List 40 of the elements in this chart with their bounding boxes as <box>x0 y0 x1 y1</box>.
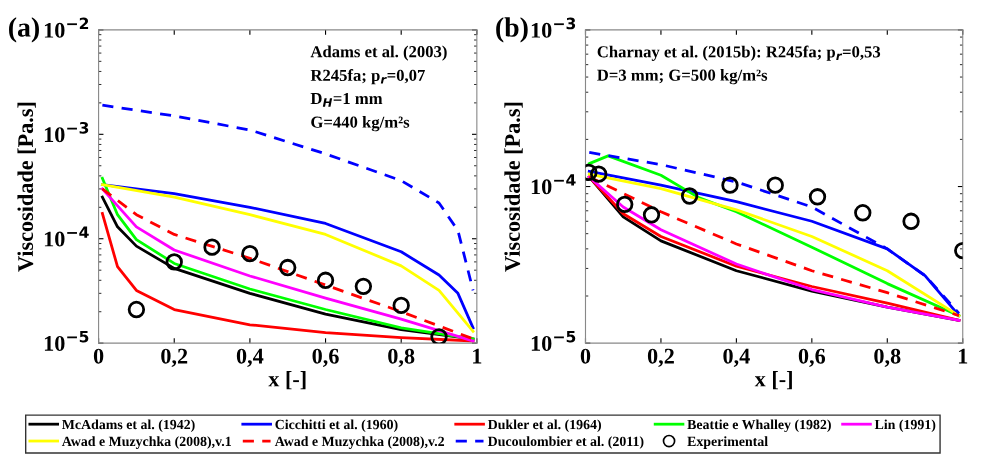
x-tick-label: 0,6 <box>312 348 339 367</box>
legend-label: Cicchitti et al. (1960) <box>275 419 398 432</box>
x-tick-label: 0,2 <box>647 348 674 367</box>
y-tick-label: 10$^{−4}$ <box>44 226 89 247</box>
x-tick-label: 0,2 <box>161 348 188 367</box>
chart-title: (b) <box>496 17 528 43</box>
legend-label: Beattie e Whalley (1982) <box>687 419 831 433</box>
x-tick-label: 1 <box>473 348 482 364</box>
annotation: D=3 mm; G=500 kg/m²s <box>597 69 768 85</box>
x-axis-title: x [-] <box>268 370 306 390</box>
y-tick-label: 10$^{−4}$ <box>531 174 576 195</box>
x-tick-label: 1 <box>958 348 968 364</box>
x-tick-label: 0 <box>93 348 104 364</box>
x-tick-label: 0,8 <box>388 348 415 367</box>
annotation: D$_{H}$=1 mm <box>310 92 383 107</box>
y-axis-title: Viscosidade [Pa.s] <box>504 102 523 272</box>
y-axis-title: Viscosidade [Pa.s] <box>17 102 36 272</box>
x-tick-label: 0,6 <box>798 348 826 367</box>
x-tick-label: 0,4 <box>723 348 750 367</box>
legend-label: Awad e Muzychka (2008),v.2 <box>274 436 445 449</box>
y-tick-label: 10$^{−2}$ <box>44 17 89 38</box>
legend-label: Dukler et al. (1964) <box>487 419 601 432</box>
annotation: R245fa; p$_{r}$=0,07 <box>310 69 425 85</box>
x-axis-title: x [-] <box>754 370 792 390</box>
legend-label: Ducoulombier et al. (2011) <box>487 436 644 449</box>
x-tick-label: 0,4 <box>236 348 264 367</box>
legend-label: Experimental <box>687 436 768 449</box>
legend-label: Lin (1991) <box>874 419 936 432</box>
legend-label: Awad e Muzychka (2008),v.1 <box>61 436 231 449</box>
annotation: Adams et al. (2003) <box>310 45 447 61</box>
annotation: G=440 kg/m²s <box>311 116 410 132</box>
y-tick-label: 10$^{−5}$ <box>531 330 576 351</box>
x-tick-label: 0,8 <box>874 348 901 367</box>
y-tick-label: 10$^{−5}$ <box>44 330 89 351</box>
legend-label: McAdams et al. (1942) <box>62 419 195 432</box>
y-tick-label: 10$^{−3}$ <box>531 17 576 38</box>
annotation: Charnay et al. (2015b): R245fa; p$_{r}$=0,53 <box>597 45 881 61</box>
x-tick-label: 0 <box>580 348 591 364</box>
y-tick-label: 10$^{−3}$ <box>44 121 89 143</box>
chart-title: (a) <box>9 17 39 43</box>
